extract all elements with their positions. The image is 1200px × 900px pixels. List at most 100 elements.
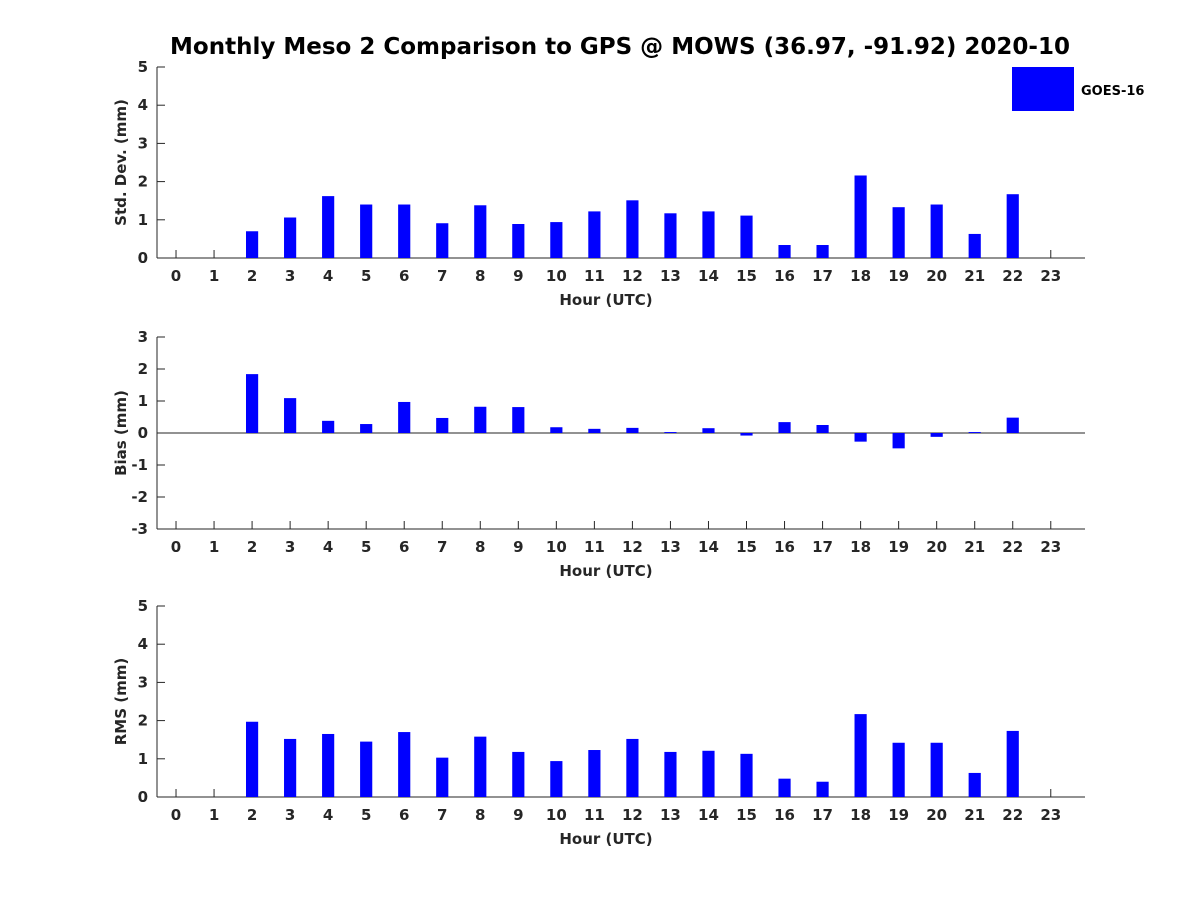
x-axis-label: Hour (UTC) (559, 562, 652, 580)
x-tick-label: 11 (584, 806, 605, 824)
x-tick-label: 13 (660, 267, 681, 285)
x-tick-label: 17 (812, 267, 833, 285)
bar-hour-7 (436, 223, 449, 258)
x-tick-label: 14 (698, 538, 719, 556)
bar-hour-21 (968, 772, 981, 797)
x-tick-label: 14 (698, 806, 719, 824)
y-tick-label: -3 (131, 520, 148, 538)
bar-hour-10 (550, 427, 563, 433)
y-tick-label: 0 (138, 249, 148, 267)
y-axis-label: RMS (mm) (112, 658, 130, 745)
bar-hour-11 (588, 211, 601, 258)
x-tick-label: 0 (171, 267, 181, 285)
x-tick-label: 17 (812, 806, 833, 824)
x-tick-label: 11 (584, 267, 605, 285)
x-tick-label: 1 (209, 267, 219, 285)
bar-hour-2 (245, 374, 259, 433)
x-tick-label: 22 (1002, 538, 1023, 556)
x-tick-label: 19 (888, 538, 909, 556)
y-axis-label: Bias (mm) (112, 390, 130, 476)
x-tick-label: 15 (736, 806, 757, 824)
bar-hour-6 (398, 401, 411, 433)
bar-hour-5 (360, 204, 373, 258)
x-tick-label: 4 (323, 267, 333, 285)
y-tick-label: 0 (138, 788, 148, 806)
x-tick-label: 2 (247, 806, 257, 824)
bar-hour-7 (436, 417, 449, 433)
bar-hour-5 (360, 741, 373, 797)
x-tick-label: 6 (399, 538, 409, 556)
y-tick-label: -1 (131, 456, 148, 474)
x-tick-label: 18 (850, 267, 871, 285)
bar-hour-4 (322, 733, 335, 797)
bar-hour-2 (245, 721, 259, 797)
bar-hour-22 (1006, 194, 1019, 258)
x-tick-label: 23 (1040, 806, 1061, 824)
bar-hour-22 (1006, 730, 1019, 797)
y-axis-label: Std. Dev. (mm) (112, 99, 130, 226)
x-tick-label: 1 (209, 806, 219, 824)
y-tick-label: 2 (138, 360, 148, 378)
x-tick-label: 5 (361, 538, 371, 556)
bar-hour-10 (550, 761, 563, 797)
x-tick-label: 20 (926, 806, 947, 824)
x-tick-label: 0 (171, 538, 181, 556)
x-tick-label: 6 (399, 806, 409, 824)
x-tick-label: 5 (361, 806, 371, 824)
x-tick-label: 4 (323, 538, 333, 556)
y-tick-label: 4 (138, 635, 148, 653)
bar-hour-15 (740, 215, 753, 258)
x-tick-label: 4 (323, 806, 333, 824)
bar-hour-3 (284, 217, 297, 258)
y-tick-label: -2 (131, 488, 148, 506)
x-tick-label: 23 (1040, 267, 1061, 285)
bar-hour-22 (1006, 417, 1019, 433)
x-tick-label: 10 (546, 806, 567, 824)
x-tick-label: 10 (546, 267, 567, 285)
bar-hour-15 (740, 433, 753, 436)
legend-label: GOES-16 (1081, 84, 1144, 99)
x-tick-label: 7 (437, 806, 447, 824)
x-tick-label: 11 (584, 538, 605, 556)
x-tick-label: 9 (513, 267, 523, 285)
bar-hour-15 (740, 753, 753, 797)
bar-hour-13 (664, 213, 677, 258)
legend: GOES-16 (1012, 67, 1144, 111)
x-tick-label: 16 (774, 538, 795, 556)
bar-hour-9 (512, 751, 525, 797)
x-tick-label: 3 (285, 538, 295, 556)
bar-hour-7 (436, 757, 449, 797)
bar-hour-8 (474, 736, 487, 797)
x-tick-label: 12 (622, 538, 643, 556)
bar-hour-14 (702, 750, 715, 797)
bar-hour-17 (816, 781, 829, 797)
y-tick-label: 5 (138, 58, 148, 76)
bar-hour-11 (588, 428, 601, 433)
x-tick-label: 19 (888, 806, 909, 824)
bar-hour-16 (778, 245, 791, 258)
x-tick-label: 8 (475, 538, 485, 556)
x-tick-label: 2 (247, 267, 257, 285)
x-tick-label: 13 (660, 806, 681, 824)
bar-hour-4 (322, 420, 335, 433)
x-tick-label: 15 (736, 267, 757, 285)
x-tick-label: 0 (171, 806, 181, 824)
x-tick-label: 22 (1002, 806, 1023, 824)
bar-hour-8 (474, 205, 487, 258)
bar-hour-20 (930, 433, 943, 437)
y-tick-label: 1 (138, 392, 148, 410)
y-tick-label: 3 (138, 328, 148, 346)
x-tick-label: 18 (850, 806, 871, 824)
chart-title: Monthly Meso 2 Comparison to GPS @ MOWS … (170, 34, 1070, 60)
bar-hour-9 (512, 224, 525, 258)
x-tick-label: 22 (1002, 267, 1023, 285)
y-tick-label: 5 (138, 597, 148, 615)
bar-hour-20 (930, 204, 943, 258)
x-tick-label: 16 (774, 806, 795, 824)
bar-hour-5 (360, 424, 373, 433)
x-tick-label: 16 (774, 267, 795, 285)
x-tick-label: 8 (475, 806, 485, 824)
x-tick-label: 10 (546, 538, 567, 556)
